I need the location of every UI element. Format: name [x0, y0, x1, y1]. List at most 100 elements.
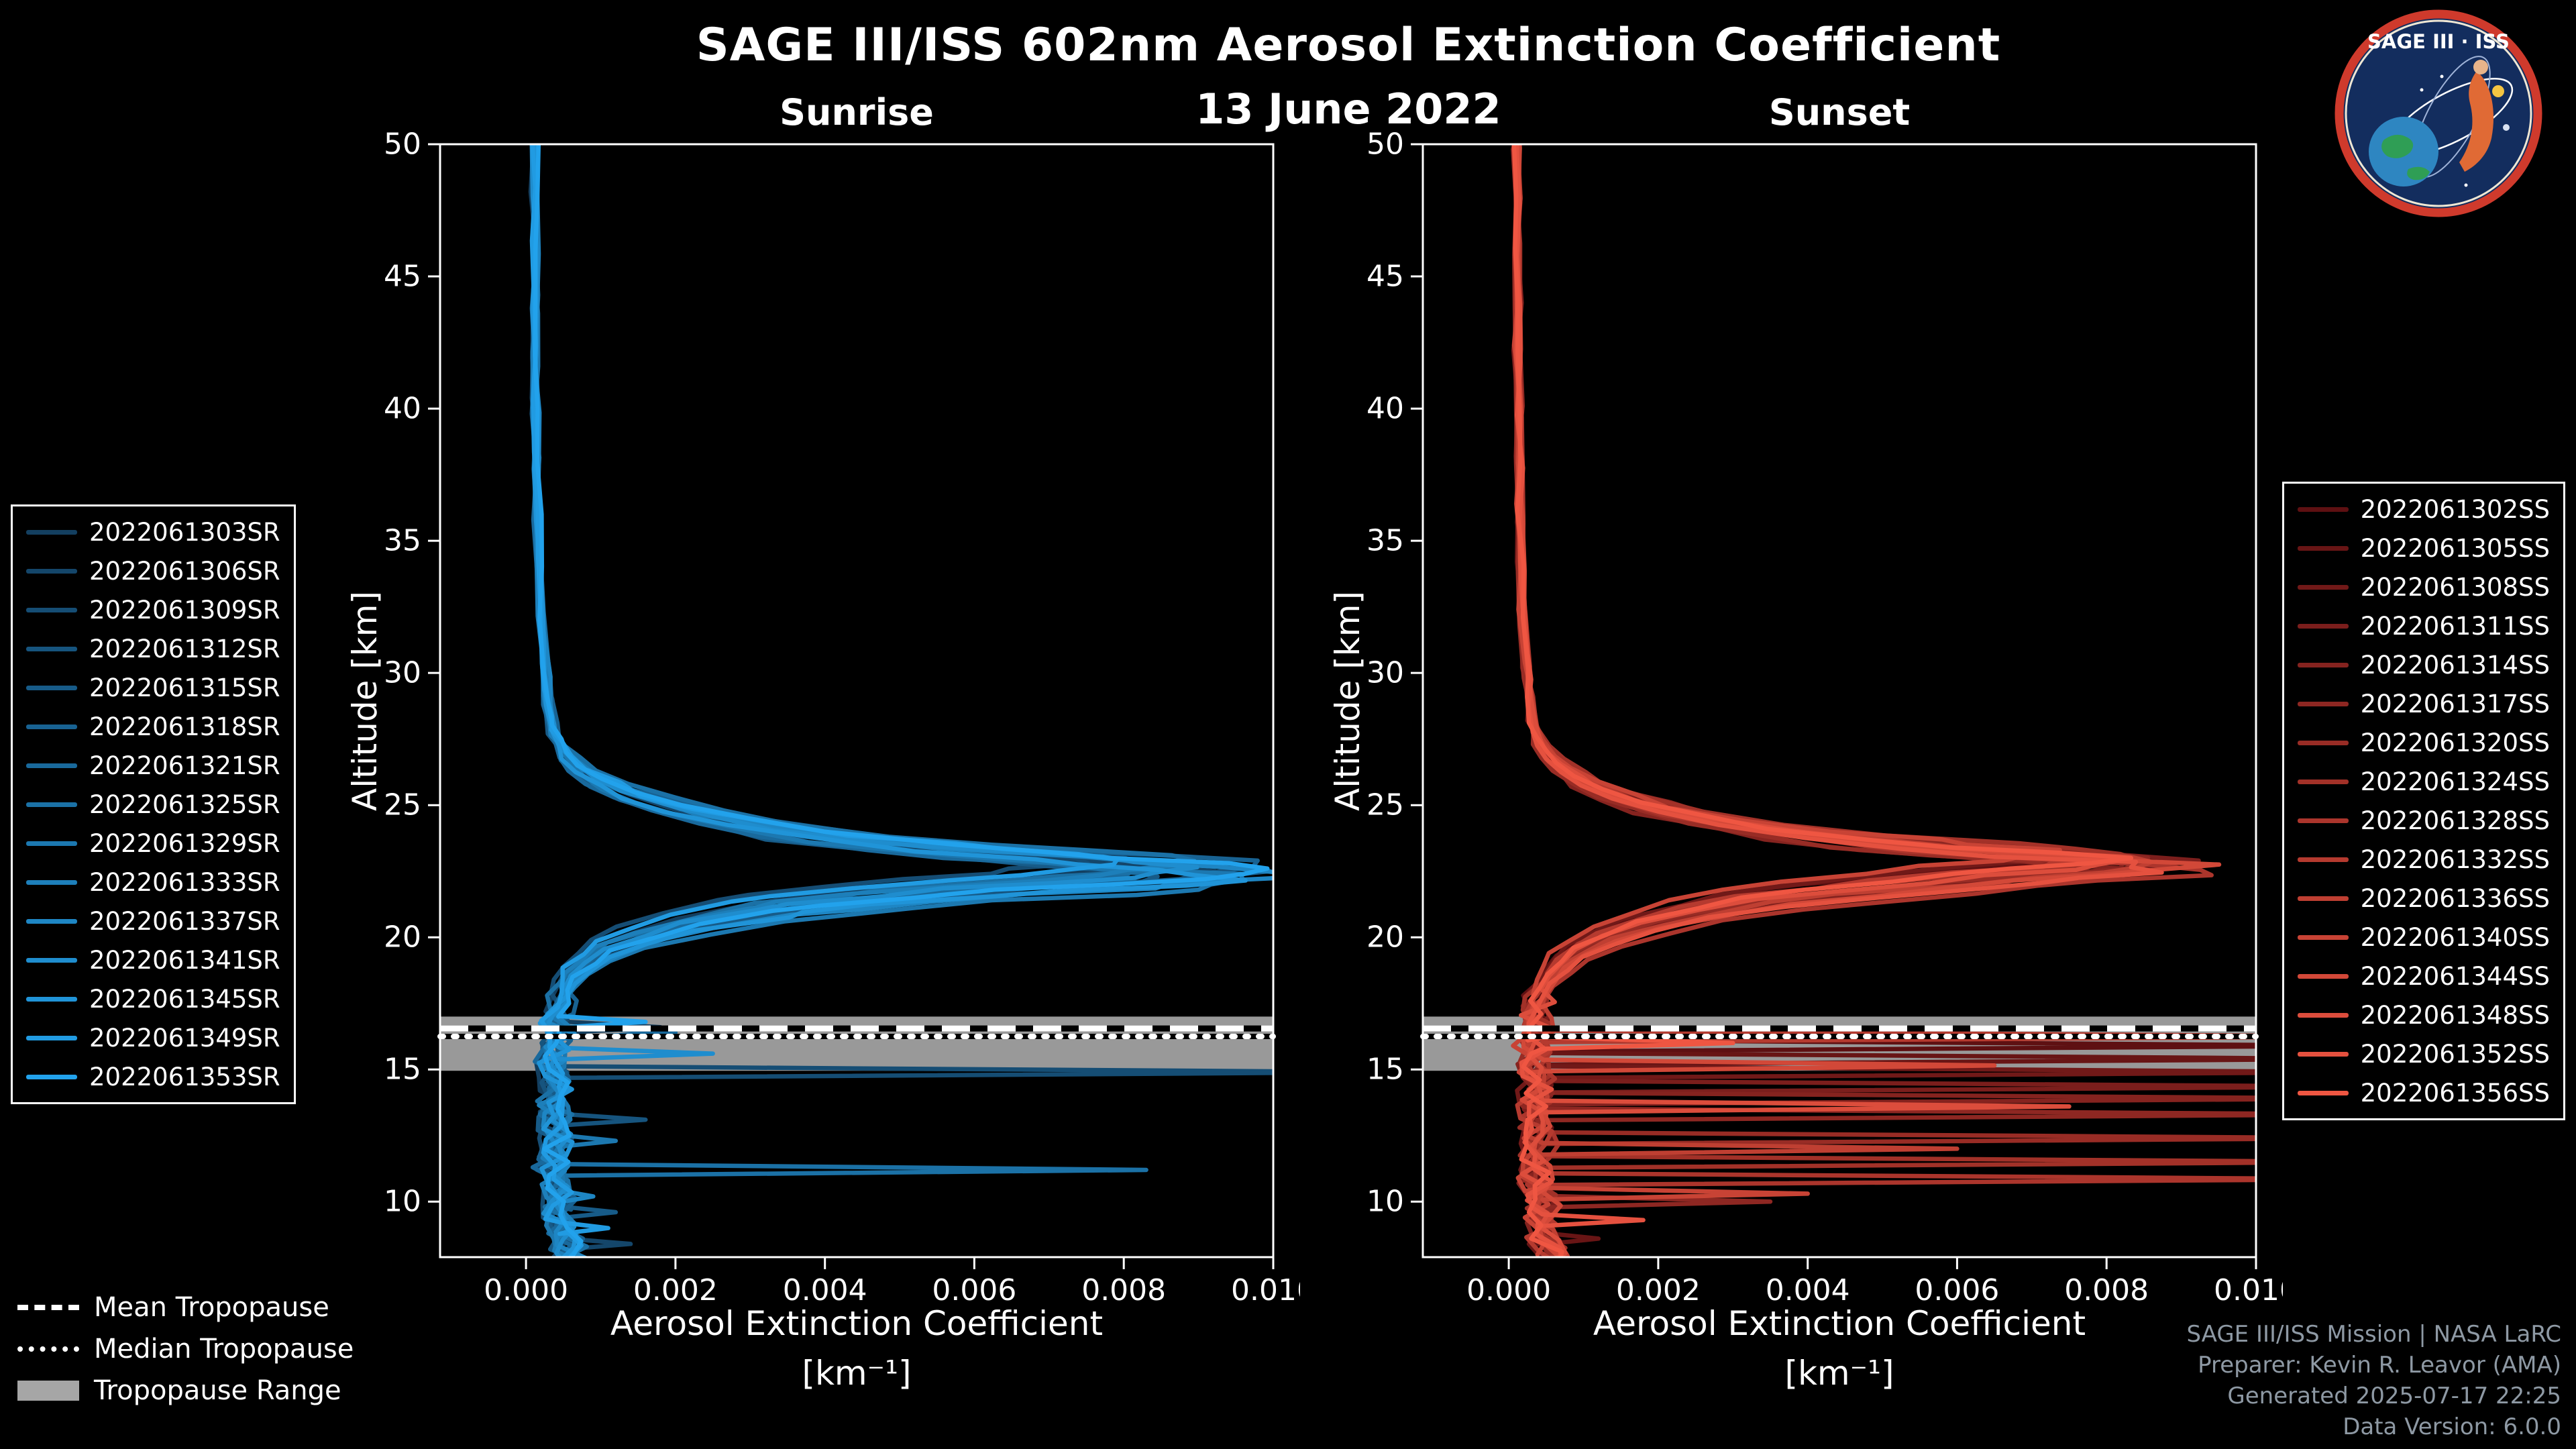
legend-item: 2022061314SS	[2297, 650, 2550, 680]
credits: SAGE III/ISS Mission | NASA LaRC Prepare…	[2186, 1319, 2561, 1442]
sunset-legend: 2022061302SS 2022061305SS 2022061308SS 2022…	[2282, 482, 2565, 1120]
y-tick-label: 40	[384, 392, 421, 426]
legend-line-swatch	[26, 879, 77, 885]
y-tick-label: 25	[384, 788, 421, 822]
legend-line-swatch	[26, 957, 77, 963]
x-tick-label: 0.010	[2214, 1273, 2283, 1307]
preparer-credit: Preparer: Kevin R. Leavor (AMA)	[2198, 1352, 2561, 1379]
legend-item: 2022061318SR	[26, 712, 280, 741]
legend-line-swatch	[2297, 623, 2349, 629]
legend-event-label: 2022061303SR	[89, 517, 280, 547]
profile-line	[529, 144, 1199, 1257]
legend-item: 2022061336SS	[2297, 883, 2550, 913]
earth-land-2	[2407, 166, 2430, 180]
legend-line-swatch	[2297, 545, 2349, 551]
profile-line	[533, 144, 1273, 1257]
legend-item: 2022061306SR	[26, 556, 280, 586]
sun-icon	[2492, 85, 2504, 97]
legend-line-swatch	[2297, 506, 2349, 512]
legend-item: 2022061317SS	[2297, 689, 2550, 718]
legend-item: 2022061312SR	[26, 634, 280, 663]
legend-event-label: 2022061306SR	[89, 556, 280, 586]
panel-title-sunset: Sunset	[1768, 91, 1911, 133]
legend-item: 2022061344SS	[2297, 961, 2550, 991]
profile-line	[533, 144, 1270, 1257]
generated-timestamp: Generated 2025-07-17 22:25	[2227, 1383, 2561, 1409]
profile-line	[531, 144, 1245, 1257]
logo-title: SAGE III · ISS	[2367, 30, 2510, 53]
legend-line-swatch	[26, 1035, 77, 1040]
x-tick-label: 0.006	[1915, 1273, 1999, 1307]
legend-event-label: 2022061325SR	[89, 790, 280, 819]
legend-line-swatch	[26, 763, 77, 768]
legend-item: 2022061302SS	[2297, 494, 2550, 524]
profile-line	[532, 144, 1273, 1257]
legend-item: 2022061353SR	[26, 1062, 280, 1091]
legend-item: 2022061341SR	[26, 945, 280, 975]
legend-line-swatch	[2297, 779, 2349, 784]
legend-item: 2022061311SS	[2297, 611, 2550, 641]
mean-tropopause-legend-item: Mean Tropopause	[17, 1292, 354, 1323]
legend-item: 2022061345SR	[26, 984, 280, 1014]
legend-item: 2022061303SR	[26, 517, 280, 547]
x-tick-label: 0.004	[1766, 1273, 1850, 1307]
legend-line-swatch	[26, 802, 77, 807]
legend-line-swatch	[2297, 973, 2349, 979]
sunrise-legend: 2022061303SR 2022061306SR 2022061309SR 2022…	[11, 504, 296, 1104]
legend-item: 2022061352SS	[2297, 1039, 2550, 1069]
legend-line-swatch	[2297, 1090, 2349, 1095]
legend-event-label: 2022061344SS	[2360, 961, 2550, 991]
sunrise-y-axis-label: Altitude [km]	[345, 591, 384, 811]
legend-event-label: 2022061353SR	[89, 1062, 280, 1091]
legend-item: 2022061325SR	[26, 790, 280, 819]
sunrise-x-axis-label: Aerosol Extinction Coefficient	[610, 1304, 1104, 1343]
legend-item: 2022061315SR	[26, 673, 280, 702]
sunset-x-axis-unit: [km⁻¹]	[1784, 1354, 1894, 1393]
gray-band-swatch	[17, 1381, 79, 1401]
y-tick-label: 30	[384, 656, 421, 690]
profile-line	[532, 144, 1200, 1257]
profile-line	[529, 144, 1273, 1257]
legend-event-label: 2022061309SR	[89, 595, 280, 625]
data-version: Data Version: 6.0.0	[2343, 1413, 2561, 1440]
median-tropopause-label: Median Tropopause	[94, 1334, 354, 1364]
legend-event-label: 2022061329SR	[89, 828, 280, 858]
legend-event-label: 2022061320SS	[2360, 728, 2550, 757]
y-tick-label: 10	[384, 1185, 421, 1219]
legend-item: 2022061305SS	[2297, 533, 2550, 563]
x-tick-label: 0.008	[2064, 1273, 2149, 1307]
figure-date: 13 June 2022	[1195, 85, 1501, 133]
y-tick-label: 25	[1366, 788, 1404, 822]
legend-event-label: 2022061348SS	[2360, 1000, 2550, 1030]
mission-credit: SAGE III/ISS Mission | NASA LaRC	[2186, 1321, 2561, 1348]
legend-line-swatch	[2297, 584, 2349, 590]
legend-line-swatch	[2297, 1051, 2349, 1057]
y-tick-label: 20	[384, 920, 421, 955]
y-tick-label: 10	[1366, 1185, 1404, 1219]
y-tick-label: 15	[384, 1053, 421, 1087]
mission-logo: SAGE III · ISS	[2334, 9, 2542, 217]
x-tick-label: 0.002	[633, 1273, 718, 1307]
legend-line-swatch	[26, 918, 77, 924]
legend-line-swatch	[2297, 701, 2349, 706]
legend-event-label: 2022061321SR	[89, 751, 280, 780]
profile-line	[529, 144, 1183, 1257]
star-dot	[2440, 74, 2444, 78]
legend-line-swatch	[26, 1074, 77, 1079]
legend-event-label: 2022061349SR	[89, 1023, 280, 1053]
legend-item: 2022061337SR	[26, 906, 280, 936]
legend-line-swatch	[2297, 857, 2349, 862]
legend-event-label: 2022061317SS	[2360, 689, 2550, 718]
profile-line	[530, 144, 1248, 1257]
legend-event-label: 2022061340SS	[2360, 922, 2550, 952]
legend-item: 2022061356SS	[2297, 1078, 2550, 1108]
legend-event-label: 2022061311SS	[2360, 611, 2550, 641]
y-tick-label: 35	[384, 524, 421, 558]
sunset-plot: 0.000 0.002 0.004 0.006 0.008 0.010 10 15 20 25 30…	[1366, 131, 2283, 1307]
legend-event-label: 2022061305SS	[2360, 533, 2550, 563]
y-tick-label: 35	[1366, 524, 1404, 558]
legend-event-label: 2022061312SR	[89, 634, 280, 663]
legend-line-swatch	[26, 529, 77, 535]
legend-item: 2022061308SS	[2297, 572, 2550, 602]
legend-item: 2022061321SR	[26, 751, 280, 780]
